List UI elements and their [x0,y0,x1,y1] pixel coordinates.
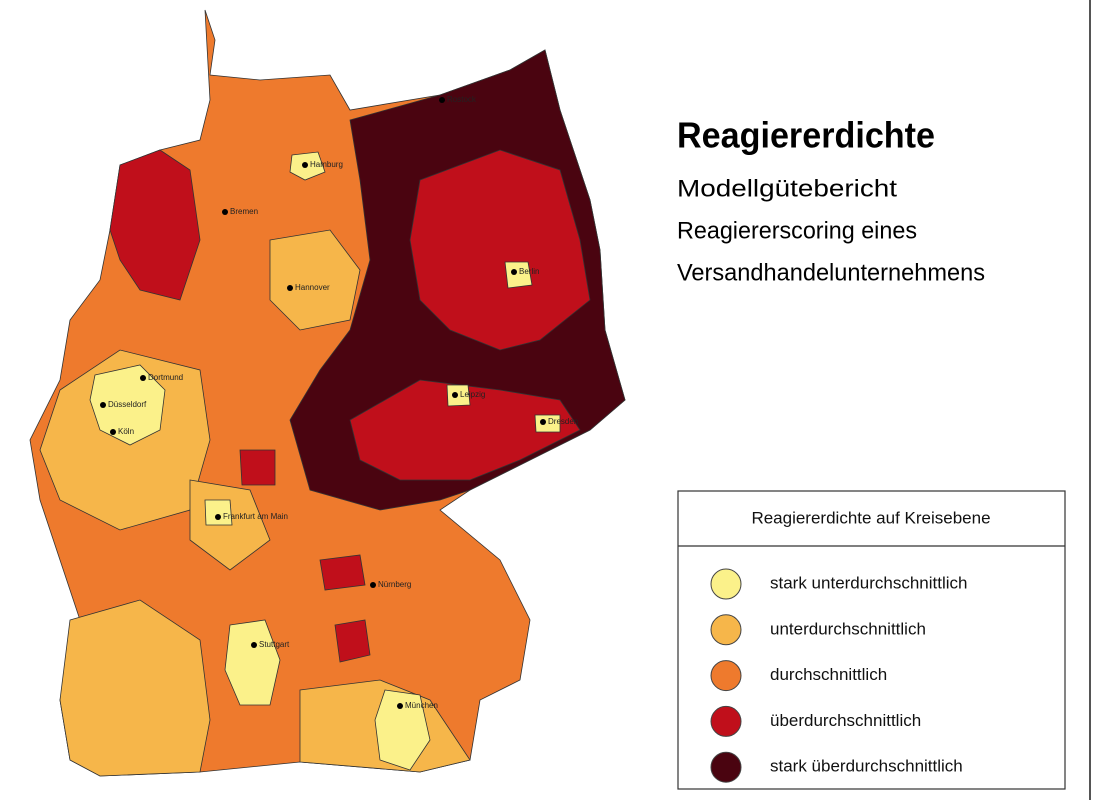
legend-swatch [710,705,742,737]
legend-swatch [710,568,742,600]
germany-map [29,9,626,777]
city-dot [140,375,146,381]
city-label: Frankfurt am Main [223,512,288,521]
region [446,384,471,407]
legend-items: stark unterdurchschnittlich unterdurchsch… [710,568,967,783]
city-dot [397,703,403,709]
legend-swatch [710,614,742,646]
city-dot [100,402,106,408]
subtitle: Modellgütebericht [677,175,897,202]
region [224,619,281,706]
city-label: Nürnberg [378,580,411,589]
city-label: Rostock [447,95,477,104]
city-label: Düsseldorf [108,400,147,409]
region [334,619,371,663]
legend-swatch [710,660,742,692]
city-dot [222,209,228,215]
legend-label: überdurchschnittlich [770,711,921,730]
subtitle: Reagiererscoring eines [677,217,917,244]
region [534,414,561,433]
region [89,364,166,446]
region [319,554,366,591]
region [239,449,276,486]
legend: Reagiererdichte auf Kreisebene stark unt… [677,490,1066,790]
legend-swatch [710,751,742,783]
region [374,689,431,771]
city-label: München [405,701,438,710]
region [409,149,591,351]
legend-label: stark unterdurchschnittlich [770,573,967,592]
city-labels: Rostock Hamburg Bremen Hannover Berlin D… [100,95,578,710]
city-label: Stuttgart [259,640,290,649]
legend-label: unterdurchschnittlich [770,619,926,638]
city-dot [302,162,308,168]
region [269,229,361,331]
city-label: Bremen [230,207,258,216]
region [59,599,211,777]
city-label: Leipzig [460,390,485,399]
city-label: Hannover [295,283,330,292]
city-dot [511,269,517,275]
city-label: Berlin [519,267,539,276]
legend-box [677,490,1066,790]
city-dot [215,514,221,520]
region [204,499,233,526]
city-label: Hamburg [310,160,343,169]
subtitle: Versandhandelunternehmens [677,259,985,286]
city-label: Dortmund [148,373,183,382]
city-dot [251,642,257,648]
legend-label: stark überdurchschnittlich [770,757,963,776]
city-dot [287,285,293,291]
city-dot [370,582,376,588]
legend-label: durchschnittlich [770,665,887,684]
legend-title: Reagiererdichte auf Kreisebene [751,508,990,527]
region [504,261,533,289]
city-dot [540,419,546,425]
city-dot [452,392,458,398]
title: Reagiererdichte [677,115,935,156]
city-label: Dresden [548,417,578,426]
city-dot [110,429,116,435]
region [109,149,201,301]
city-dot [439,97,445,103]
city-label: Köln [118,427,134,436]
